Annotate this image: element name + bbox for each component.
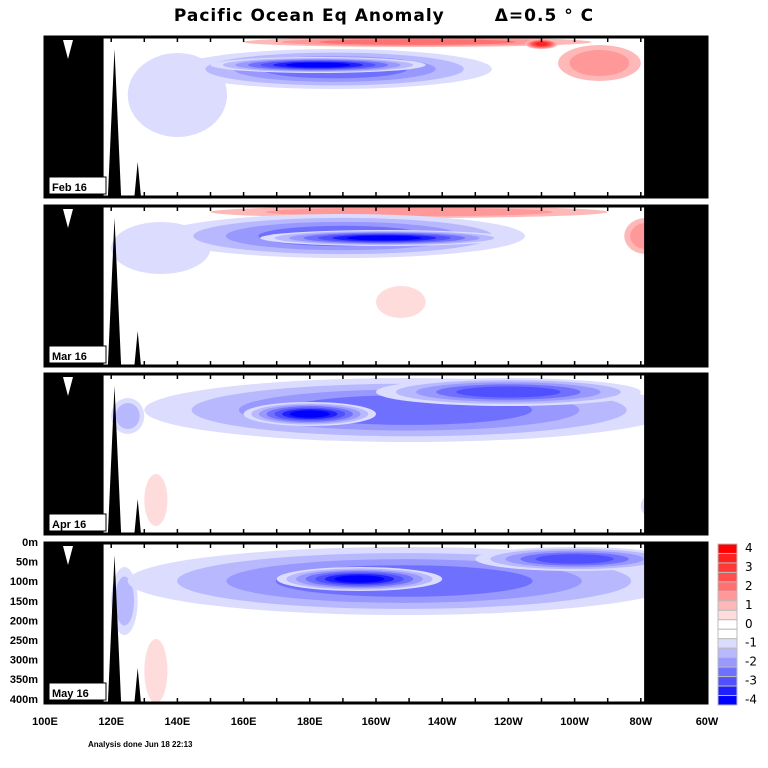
- anomaly-contour: [361, 236, 408, 240]
- land-mask-west: [45, 374, 105, 534]
- anomaly-contour: [541, 173, 592, 197]
- x-tick-label: 120E: [98, 716, 124, 728]
- y-tick-label: 150m: [10, 596, 38, 608]
- y-tick-label: 300m: [10, 655, 38, 667]
- title-text: Pacific Ocean Eq Anomaly: [173, 6, 445, 26]
- anomaly-contour: [342, 157, 377, 189]
- colorbar-swatch: [717, 600, 738, 611]
- y-tick-label: 100m: [10, 576, 38, 588]
- x-tick-label: 100E: [32, 716, 58, 728]
- x-tick-label: 140W: [428, 716, 457, 728]
- colorbar-swatch: [717, 571, 738, 583]
- colorbar-swatch: [717, 666, 738, 678]
- island-ridge: [107, 386, 122, 534]
- colorbar-swatch: [717, 609, 738, 621]
- island-ridge: [107, 49, 122, 197]
- anomaly-contour: [144, 639, 168, 703]
- chart-title: Pacific Ocean Eq Anomaly Δ=0.5 ° C: [0, 6, 768, 26]
- colorbar-swatch: [717, 647, 738, 659]
- x-tick-label: 80W: [629, 716, 652, 728]
- anomaly-contour: [297, 411, 323, 417]
- panel-may-16: May 16: [43, 541, 709, 705]
- island-ridge: [107, 555, 122, 703]
- y-tick-label: 400m: [10, 694, 38, 706]
- anomaly-contour: [581, 55, 618, 71]
- panel-month-label: Apr 16: [52, 519, 86, 531]
- anomaly-contour: [376, 286, 426, 318]
- x-tick-label: 120W: [494, 716, 523, 728]
- x-tick-label: 160W: [362, 716, 391, 728]
- colorbar-label: 3: [745, 560, 753, 574]
- colorbar-label: 4: [745, 541, 753, 555]
- anomaly-contour: [344, 576, 375, 582]
- analysis-footer: Analysis done Jun 18 22:13: [88, 740, 193, 749]
- colorbar-label: 2: [745, 579, 753, 593]
- land-mask-west: [45, 543, 105, 703]
- anomaly-contour: [146, 69, 208, 121]
- land-gap: [63, 209, 73, 228]
- y-tick-label: 200m: [10, 615, 38, 627]
- y-tick-label: 350m: [10, 674, 38, 686]
- y-tick-label: 250m: [10, 635, 38, 647]
- colorbar-swatch: [717, 619, 738, 630]
- island-ridge: [107, 218, 122, 366]
- colorbar-label: -4: [745, 693, 757, 707]
- panel-mar-16: Mar 16: [43, 204, 709, 368]
- panel-month-label: Feb 16: [52, 182, 87, 194]
- anomaly-contour: [550, 556, 599, 562]
- colorbar-swatch: [717, 695, 738, 706]
- island-ridge: [134, 162, 141, 197]
- y-tick-label: 50m: [16, 557, 38, 569]
- land-mask-east: [644, 206, 707, 366]
- colorbar-swatch: [717, 562, 738, 573]
- colorbar-swatch: [717, 657, 738, 668]
- anomaly-contour: [320, 209, 498, 215]
- colorbar-swatch: [717, 543, 738, 554]
- x-tick-label: 140E: [165, 716, 191, 728]
- colorbar-label: -2: [745, 655, 757, 669]
- land-mask-west: [45, 206, 105, 366]
- anomaly-contour: [144, 474, 168, 526]
- colorbar-label: -3: [745, 674, 757, 688]
- colorbar-swatch: [717, 590, 738, 602]
- island-ridge: [134, 668, 141, 703]
- land-gap: [63, 40, 73, 59]
- y-tick-label: 0m: [22, 537, 38, 549]
- colorbar-swatch: [717, 685, 738, 697]
- anomaly-contour: [120, 408, 136, 424]
- x-tick-label: 60W: [696, 716, 719, 728]
- panel-month-label: Mar 16: [52, 351, 87, 363]
- land-mask-east: [644, 37, 707, 197]
- anomaly-contour: [538, 42, 545, 46]
- contour-interval-label: Δ=0.5 ° C: [494, 6, 595, 26]
- island-ridge: [134, 331, 141, 366]
- anomaly-contour: [356, 40, 478, 44]
- land-gap: [63, 546, 73, 565]
- panel-month-label: May 16: [52, 688, 89, 700]
- colorbar-label: -1: [745, 636, 757, 650]
- colorbar-swatch: [717, 628, 738, 640]
- x-tick-label: 160E: [231, 716, 257, 728]
- island-ridge: [134, 499, 141, 534]
- land-mask-west: [45, 37, 105, 197]
- colorbar-swatch: [717, 552, 738, 564]
- colorbar-label: 0: [745, 617, 753, 631]
- panel-feb-16: Feb 16: [43, 35, 709, 199]
- land-gap: [63, 377, 73, 396]
- anomaly-contour: [591, 663, 635, 691]
- colorbar-swatch: [717, 638, 738, 649]
- x-tick-label: 180E: [297, 716, 323, 728]
- anomaly-contour: [118, 585, 131, 617]
- land-mask-east: [644, 543, 707, 703]
- panel-apr-16: Apr 16: [43, 372, 709, 536]
- colorbar-swatch: [717, 581, 738, 592]
- x-tick-label: 100W: [560, 716, 589, 728]
- anomaly-contour: [298, 63, 339, 67]
- anomaly-contour: [558, 318, 658, 366]
- land-mask-east: [644, 374, 707, 534]
- anomaly-contour: [476, 388, 541, 396]
- colorbar-swatch: [717, 676, 738, 687]
- colorbar-label: 1: [745, 598, 753, 612]
